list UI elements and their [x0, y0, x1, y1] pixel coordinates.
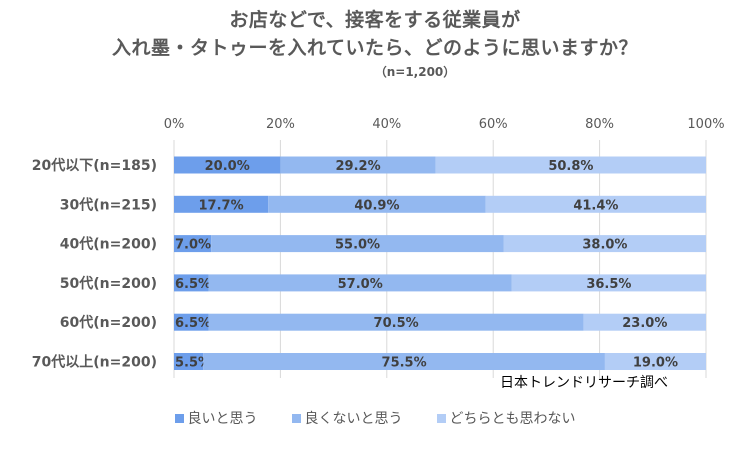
x-tick-label: 100% — [687, 117, 724, 132]
bar-segment — [174, 195, 269, 213]
bar-segment — [174, 313, 209, 331]
data-label: 75.5% — [382, 356, 427, 371]
data-label: 6.5% — [175, 277, 211, 292]
legend-item-good: 良いと思う — [174, 408, 258, 428]
bar-segment — [174, 274, 209, 292]
category-label: 50代(n=200) — [60, 275, 157, 292]
legend-label-neither: どちらとも思わない — [449, 411, 576, 427]
bar-segment — [208, 313, 584, 331]
x-tick-label: 80% — [585, 117, 614, 132]
data-label: 7.0% — [175, 238, 211, 253]
bar-segment — [485, 195, 706, 213]
data-label: 29.2% — [336, 159, 381, 174]
bar-segment — [174, 235, 212, 253]
data-label: 41.4% — [573, 198, 618, 213]
bar-segment — [268, 195, 486, 213]
stacked-bar-chart: 0% 20% 40% 60% 80% 100% 20代以下(n=185) 20.0% 29.2%… — [32, 117, 725, 378]
bar-segment — [208, 274, 512, 292]
bar-segment — [435, 156, 706, 174]
data-label: 50.8% — [548, 159, 593, 174]
data-label: 6.5% — [175, 316, 211, 331]
data-label: 19.0% — [633, 356, 678, 371]
chart-title-line-1: お店などで、接客をする従業員が — [229, 9, 521, 31]
chart-title-line-2: 入れ墨・タトゥーを入れていたら、どのように思いますか？ — [112, 37, 638, 59]
data-label: 55.0% — [335, 238, 380, 253]
category-label: 70代以上(n=200) — [32, 354, 157, 371]
legend-item-not-good: 良くないと思う — [291, 408, 403, 428]
data-label: 5.5% — [175, 356, 211, 371]
category-label: 40代(n=200) — [60, 236, 157, 253]
x-tick-label: 0% — [164, 117, 185, 132]
legend-swatch-not-good — [291, 413, 301, 423]
bar-segment — [583, 313, 706, 331]
legend-swatch-neither — [436, 413, 446, 423]
data-label: 23.0% — [622, 316, 667, 331]
chart-subtitle: （n=1,200） — [374, 65, 456, 79]
legend-label-not-good: 良くないと思う — [304, 411, 403, 427]
category-label: 20代以下(n=185) — [32, 157, 157, 174]
bar-segment — [503, 235, 706, 253]
legend-label-good: 良いと思う — [187, 411, 258, 427]
data-label: 57.0% — [338, 277, 383, 292]
bar-segment — [211, 235, 504, 253]
data-label: 70.5% — [374, 316, 419, 331]
bar-segment — [174, 156, 281, 174]
category-label: 30代(n=215) — [60, 196, 157, 213]
category-label: 60代(n=200) — [60, 314, 157, 331]
bar-segment — [280, 156, 436, 174]
bar-segment — [511, 274, 706, 292]
legend-swatch-good — [174, 413, 184, 423]
bar-segment — [604, 353, 706, 370]
chart-title: お店などで、接客をする従業員が 入れ墨・タトゥーを入れていたら、どのように思いま… — [0, 6, 750, 80]
chart-legend: 良いと思う 良くないと思う どちらとも思わない — [0, 408, 750, 428]
source-note: 日本トレンドリサーチ調べ — [500, 375, 668, 391]
bar-segment — [203, 353, 605, 370]
data-label: 38.0% — [582, 238, 627, 253]
data-label: 40.9% — [354, 198, 399, 213]
data-label: 17.7% — [199, 198, 244, 213]
data-label: 20.0% — [205, 159, 250, 174]
x-tick-label: 60% — [479, 117, 508, 132]
x-tick-label: 20% — [266, 117, 295, 132]
legend-item-neither: どちらとも思わない — [436, 408, 576, 428]
data-label: 36.5% — [586, 277, 631, 292]
bar-segment — [174, 353, 204, 370]
x-tick-label: 40% — [372, 117, 401, 132]
